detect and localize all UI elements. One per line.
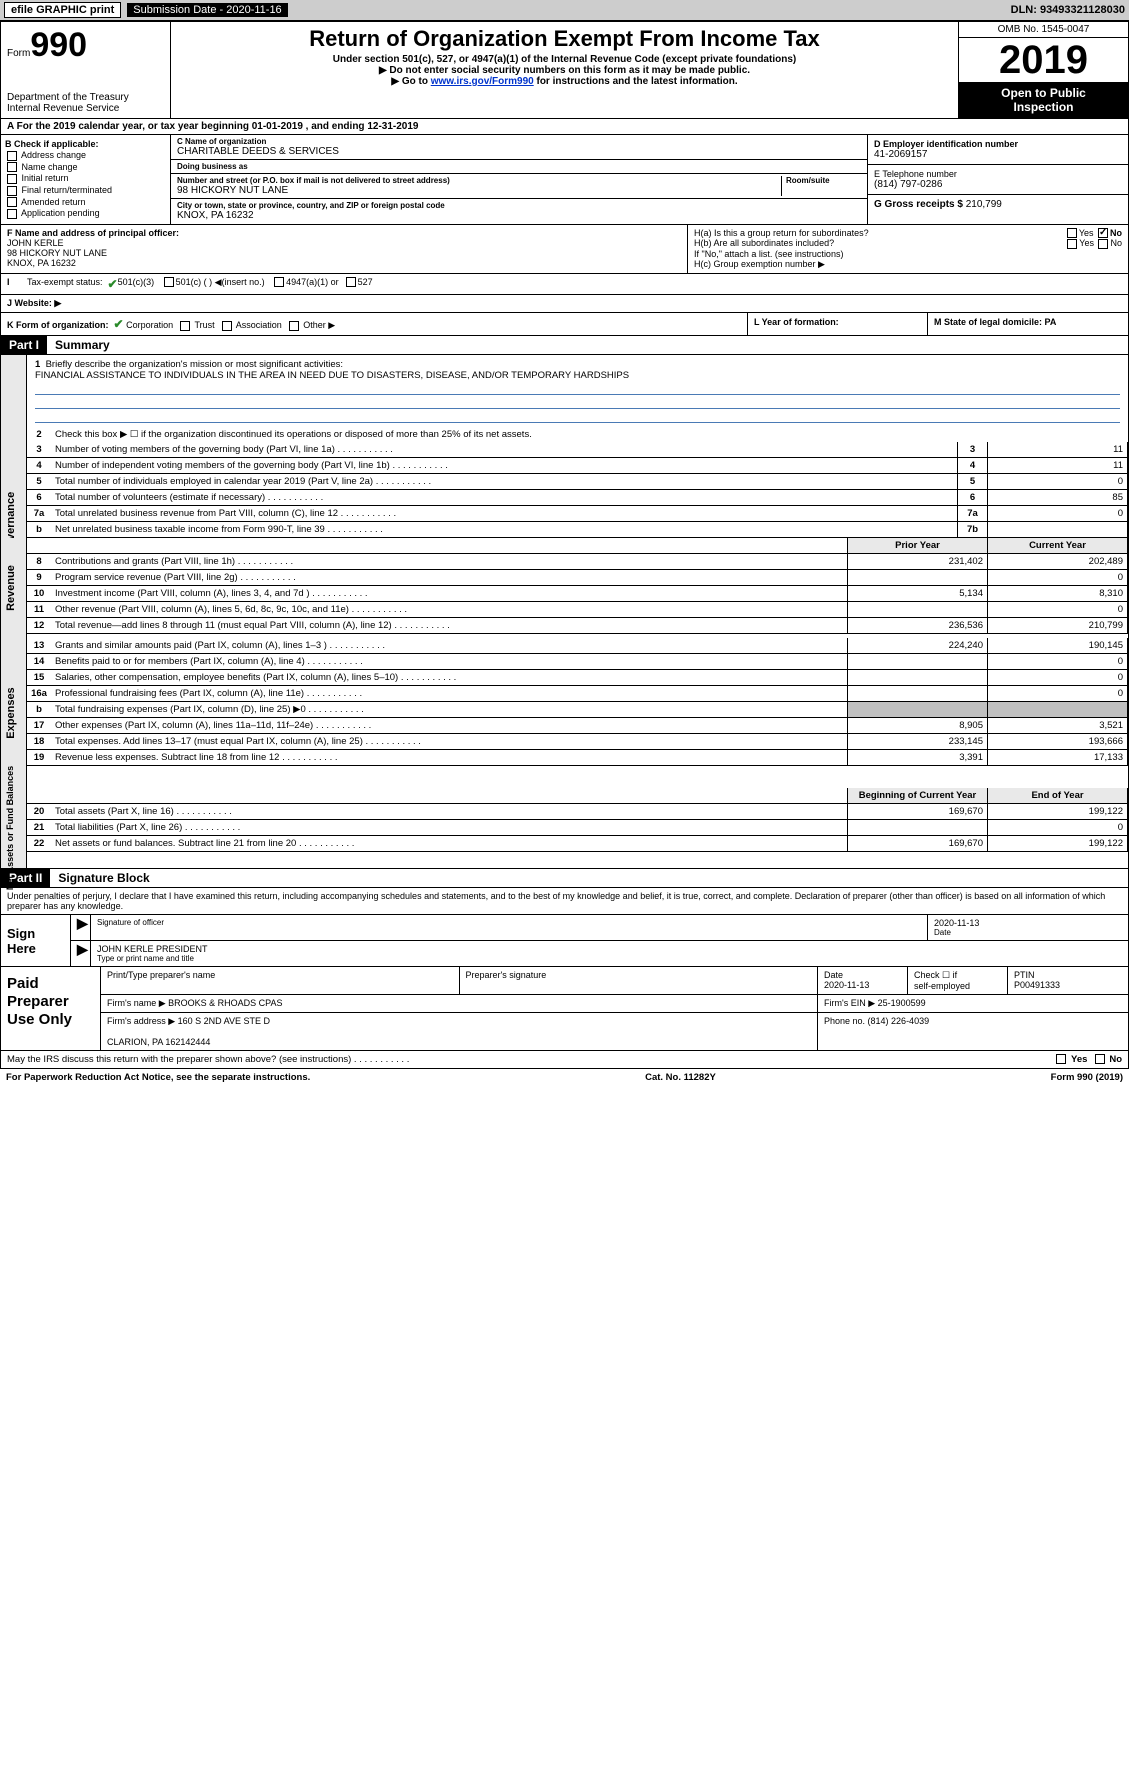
box-b-checkboxes: B Check if applicable: Address change Na…: [1, 135, 171, 224]
subtitle-2: ▶ Do not enter social security numbers o…: [179, 65, 950, 76]
chk-application-pending[interactable]: Application pending: [5, 208, 166, 219]
form-word: Form: [7, 48, 30, 59]
year-formation: L Year of formation:: [748, 313, 928, 335]
gov-table: 2Check this box ▶ ☐ if the organization …: [27, 427, 1128, 538]
row-klm: K Form of organization: ✔ Corporation Tr…: [0, 313, 1129, 336]
tax-year: 2019: [959, 38, 1128, 82]
website-row: J Website: ▶: [0, 295, 1129, 313]
footer: For Paperwork Reduction Act Notice, see …: [0, 1069, 1129, 1086]
checkmark-icon: ✔: [108, 277, 118, 291]
dba-cell: Doing business as: [171, 160, 867, 174]
principal-officer: F Name and address of principal officer:…: [1, 225, 688, 273]
sign-here-label: Sign Here: [1, 915, 71, 966]
paid-preparer-label: Paid Preparer Use Only: [1, 967, 101, 1050]
open-public: Open to Public Inspection: [959, 82, 1128, 118]
tax-period: A For the 2019 calendar year, or tax yea…: [0, 119, 1129, 135]
chk-amended[interactable]: Amended return: [5, 197, 166, 208]
cat-no: Cat. No. 11282Y: [645, 1072, 716, 1083]
state-domicile: M State of legal domicile: PA: [928, 313, 1128, 335]
efile-graphic-btn[interactable]: efile GRAPHIC print: [4, 2, 121, 18]
expenses-table: 13Grants and similar amounts paid (Part …: [27, 638, 1128, 766]
subtitle-1: Under section 501(c), 527, or 4947(a)(1)…: [179, 54, 950, 65]
chk-address-change[interactable]: Address change: [5, 150, 166, 161]
street-cell: Number and street (or P.O. box if mail i…: [171, 174, 867, 199]
tax-exempt-status-row: I Tax-exempt status: ✔ 501(c)(3) 501(c) …: [0, 274, 1129, 295]
sig-declaration: Under penalties of perjury, I declare th…: [1, 888, 1128, 915]
form-of-org: K Form of organization: ✔ Corporation Tr…: [1, 313, 748, 335]
preparer-row3: Firm's address ▶ 160 S 2ND AVE STE D CLA…: [101, 1013, 1128, 1050]
irs-link[interactable]: www.irs.gov/Form990: [431, 76, 534, 87]
preparer-row1: Print/Type preparer's name Preparer's si…: [101, 967, 1128, 995]
dln: DLN: 93493321128030: [1011, 4, 1125, 16]
paid-preparer-block: Paid Preparer Use Only Print/Type prepar…: [0, 967, 1129, 1051]
info-block: B Check if applicable: Address change Na…: [0, 135, 1129, 225]
org-name-cell: C Name of organization CHARITABLE DEEDS …: [171, 135, 867, 160]
org-name: CHARITABLE DEEDS & SERVICES: [177, 146, 861, 157]
chk-name-change[interactable]: Name change: [5, 162, 166, 173]
ein-cell: D Employer identification number 41-2069…: [868, 135, 1128, 165]
form-title: Return of Organization Exempt From Incom…: [179, 26, 950, 52]
dept-treasury: Department of the Treasury Internal Reve…: [7, 92, 164, 114]
chk-initial-return[interactable]: Initial return: [5, 173, 166, 184]
discuss-row: May the IRS discuss this return with the…: [0, 1051, 1129, 1069]
net-assets-section: Net Assets or Fund Balances Beginning of…: [0, 788, 1129, 869]
part2-header: Part II Signature Block: [0, 869, 1129, 888]
chk-final-return[interactable]: Final return/terminated: [5, 185, 166, 196]
row-fh: F Name and address of principal officer:…: [0, 225, 1129, 274]
phone: (814) 797-0286: [874, 179, 1122, 190]
top-bar: efile GRAPHIC print Submission Date - 20…: [0, 0, 1129, 21]
signature-block: Under penalties of perjury, I declare th…: [0, 888, 1129, 967]
omb-number: OMB No. 1545-0047: [959, 22, 1128, 38]
side-revenue: Revenue: [5, 565, 17, 611]
side-net-assets: Net Assets or Fund Balances: [5, 766, 15, 890]
net-assets-table: Beginning of Current YearEnd of Year20To…: [27, 788, 1128, 852]
form-header: Form990 Department of the Treasury Inter…: [0, 21, 1129, 119]
paperwork-notice: For Paperwork Reduction Act Notice, see …: [6, 1072, 310, 1083]
city-cell: City or town, state or province, country…: [171, 199, 867, 223]
city-state-zip: KNOX, PA 16232: [177, 210, 861, 221]
gross-receipts-cell: G Gross receipts $ 210,799: [868, 195, 1128, 224]
gross-receipts: 210,799: [966, 199, 1002, 210]
form-version: Form 990 (2019): [1051, 1072, 1123, 1083]
subtitle-3: ▶ Go to www.irs.gov/Form990 for instruct…: [179, 76, 950, 87]
submission-date: Submission Date - 2020-11-16: [127, 3, 287, 17]
officer-name: JOHN KERLE PRESIDENT: [97, 944, 1122, 954]
street-address: 98 HICKORY NUT LANE: [177, 185, 781, 196]
ha-answer: Yes No: [1065, 228, 1122, 239]
revenue-section: Revenue Prior YearCurrent Year8Contribut…: [0, 538, 1129, 638]
expenses-section: Expenses 13Grants and similar amounts pa…: [0, 638, 1129, 788]
arrow-icon: ▶: [77, 915, 88, 931]
preparer-row2: Firm's name ▶ BROOKS & RHOADS CPAS Firm'…: [101, 995, 1128, 1013]
form-number: 990: [30, 26, 87, 64]
ein: 41-2069157: [874, 149, 1122, 160]
mission-text: FINANCIAL ASSISTANCE TO INDIVIDUALS IN T…: [35, 370, 629, 381]
phone-cell: E Telephone number (814) 797-0286: [868, 165, 1128, 195]
group-return: H(a) Is this a group return for subordin…: [688, 225, 1128, 273]
revenue-table: Prior YearCurrent Year8Contributions and…: [27, 538, 1128, 634]
arrow-icon: ▶: [77, 941, 88, 957]
briefly-section: Activities & Governance 1 Briefly descri…: [0, 355, 1129, 538]
part1-header: Part I Summary: [0, 336, 1129, 355]
signature-of-officer: Signature of officer: [97, 918, 921, 927]
side-expenses: Expenses: [5, 687, 17, 738]
